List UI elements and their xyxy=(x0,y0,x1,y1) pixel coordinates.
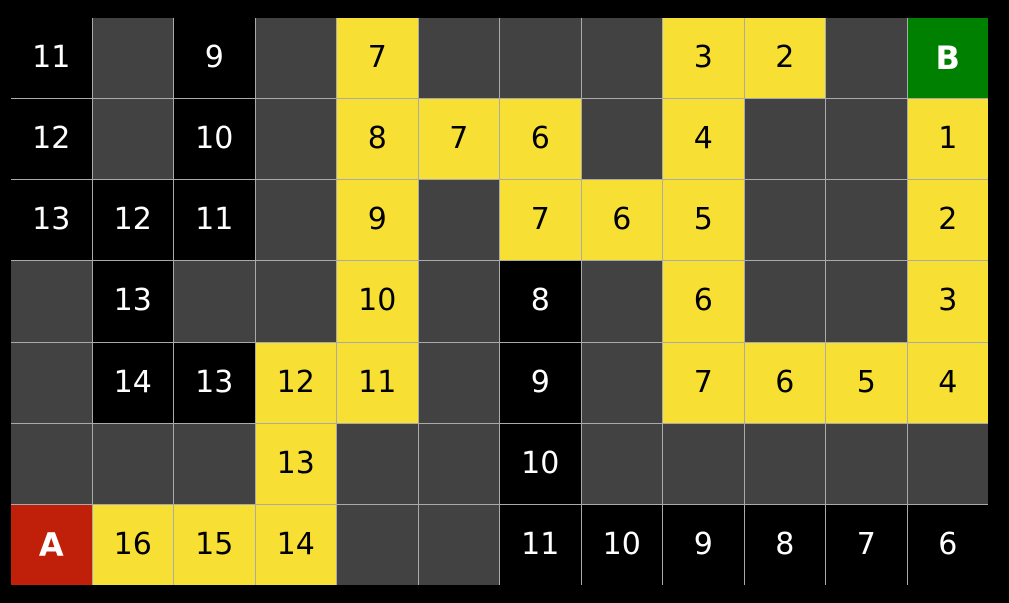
grid-cell-r6-c11[interactable] xyxy=(826,423,907,504)
grid-cell-r6-c8[interactable] xyxy=(581,423,662,504)
grid-cell-r4-c2[interactable]: 13 xyxy=(92,261,173,342)
grid-cell-r7-c1[interactable]: A xyxy=(11,504,92,585)
grid-cell-r3-c12[interactable]: 2 xyxy=(907,180,988,261)
grid-cell-r4-c12[interactable]: 3 xyxy=(907,261,988,342)
grid-cell-r5-c5[interactable]: 11 xyxy=(337,342,418,423)
grid-cell-r6-c7[interactable]: 10 xyxy=(500,423,581,504)
grid-cell-r3-c10[interactable] xyxy=(744,180,825,261)
grid-cell-r7-c7[interactable]: 11 xyxy=(500,504,581,585)
grid-cell-r4-c3[interactable] xyxy=(174,261,255,342)
grid-cell-r1-c11[interactable] xyxy=(826,18,907,99)
grid-cell-r5-c6[interactable] xyxy=(418,342,499,423)
grid-cell-r1-c4[interactable] xyxy=(255,18,336,99)
grid-cell-r6-c1[interactable] xyxy=(11,423,92,504)
grid-cell-r3-c1[interactable]: 13 xyxy=(11,180,92,261)
grid-cell-r3-c7[interactable]: 7 xyxy=(500,180,581,261)
grid-cell-r5-c8[interactable] xyxy=(581,342,662,423)
grid-cell-r2-c9[interactable]: 4 xyxy=(663,99,744,180)
grid-cell-r7-c12[interactable]: 6 xyxy=(907,504,988,585)
grid-cell-r3-c6[interactable] xyxy=(418,180,499,261)
grid-cell-r6-c9[interactable] xyxy=(663,423,744,504)
grid-cell-r7-c11[interactable]: 7 xyxy=(826,504,907,585)
grid-cell-r2-c3[interactable]: 10 xyxy=(174,99,255,180)
grid-cell-r1-c2[interactable] xyxy=(92,18,173,99)
grid-cell-r7-c8[interactable]: 10 xyxy=(581,504,662,585)
grid-cell-r1-c10[interactable]: 2 xyxy=(744,18,825,99)
grid-cell-r7-c10[interactable]: 8 xyxy=(744,504,825,585)
grid-cell-r5-c2[interactable]: 14 xyxy=(92,342,173,423)
grid-cell-r4-c9[interactable]: 6 xyxy=(663,261,744,342)
grid-cell-r1-c7[interactable] xyxy=(500,18,581,99)
grid-cell-r2-c5[interactable]: 8 xyxy=(337,99,418,180)
grid-cell-r5-c4[interactable]: 12 xyxy=(255,342,336,423)
grid-cell-r7-c5[interactable] xyxy=(337,504,418,585)
grid-cell-r6-c6[interactable] xyxy=(418,423,499,504)
grid-cell-r2-c8[interactable] xyxy=(581,99,662,180)
grid-cell-r5-c10[interactable]: 6 xyxy=(744,342,825,423)
grid-cell-r2-c10[interactable] xyxy=(744,99,825,180)
pathfinding-grid: 11 9 7 3 2 B 12 10 8 7 6 4 1 13 12 11 9 7 6 5 2 13 10 8 6 3 14 13 12… xyxy=(11,18,988,585)
grid-cell-r4-c4[interactable] xyxy=(255,261,336,342)
grid-cell-r4-c11[interactable] xyxy=(826,261,907,342)
grid-cell-r4-c7[interactable]: 8 xyxy=(500,261,581,342)
grid-cell-r3-c4[interactable] xyxy=(255,180,336,261)
grid-cell-r4-c5[interactable]: 10 xyxy=(337,261,418,342)
grid-cell-r3-c9[interactable]: 5 xyxy=(663,180,744,261)
grid-cell-r3-c3[interactable]: 11 xyxy=(174,180,255,261)
grid-cell-r4-c10[interactable] xyxy=(744,261,825,342)
grid-cell-r1-c1[interactable]: 11 xyxy=(11,18,92,99)
grid-cell-r7-c2[interactable]: 16 xyxy=(92,504,173,585)
grid-cell-r5-c9[interactable]: 7 xyxy=(663,342,744,423)
grid-cell-r1-c12[interactable]: B xyxy=(907,18,988,99)
grid-cell-r1-c9[interactable]: 3 xyxy=(663,18,744,99)
grid-cell-r5-c3[interactable]: 13 xyxy=(174,342,255,423)
grid-cell-r2-c2[interactable] xyxy=(92,99,173,180)
grid-cell-r5-c1[interactable] xyxy=(11,342,92,423)
grid-cell-r5-c12[interactable]: 4 xyxy=(907,342,988,423)
grid-cell-r2-c12[interactable]: 1 xyxy=(907,99,988,180)
grid-cell-r5-c7[interactable]: 9 xyxy=(500,342,581,423)
grid-cell-r2-c4[interactable] xyxy=(255,99,336,180)
grid-cell-r3-c2[interactable]: 12 xyxy=(92,180,173,261)
grid-cell-r6-c3[interactable] xyxy=(174,423,255,504)
grid-cell-r7-c9[interactable]: 9 xyxy=(663,504,744,585)
grid-cell-r2-c1[interactable]: 12 xyxy=(11,99,92,180)
grid-cell-r4-c1[interactable] xyxy=(11,261,92,342)
grid-cell-r1-c3[interactable]: 9 xyxy=(174,18,255,99)
grid-cell-r1-c8[interactable] xyxy=(581,18,662,99)
grid-cell-r7-c4[interactable]: 14 xyxy=(255,504,336,585)
grid-cell-r2-c7[interactable]: 6 xyxy=(500,99,581,180)
grid-cell-r6-c12[interactable] xyxy=(907,423,988,504)
grid-cell-r5-c11[interactable]: 5 xyxy=(826,342,907,423)
grid-cell-r7-c3[interactable]: 15 xyxy=(174,504,255,585)
grid-cell-r4-c6[interactable] xyxy=(418,261,499,342)
grid-cell-r3-c5[interactable]: 9 xyxy=(337,180,418,261)
grid-cell-r1-c6[interactable] xyxy=(418,18,499,99)
grid-cell-r6-c4[interactable]: 13 xyxy=(255,423,336,504)
grid-cell-r6-c10[interactable] xyxy=(744,423,825,504)
grid-cell-r3-c11[interactable] xyxy=(826,180,907,261)
grid-cell-r4-c8[interactable] xyxy=(581,261,662,342)
grid-cell-r1-c5[interactable]: 7 xyxy=(337,18,418,99)
grid-cell-r3-c8[interactable]: 6 xyxy=(581,180,662,261)
grid-cell-r6-c5[interactable] xyxy=(337,423,418,504)
grid-cell-r2-c6[interactable]: 7 xyxy=(418,99,499,180)
grid-cell-r2-c11[interactable] xyxy=(826,99,907,180)
grid-cell-r7-c6[interactable] xyxy=(418,504,499,585)
grid-cell-r6-c2[interactable] xyxy=(92,423,173,504)
